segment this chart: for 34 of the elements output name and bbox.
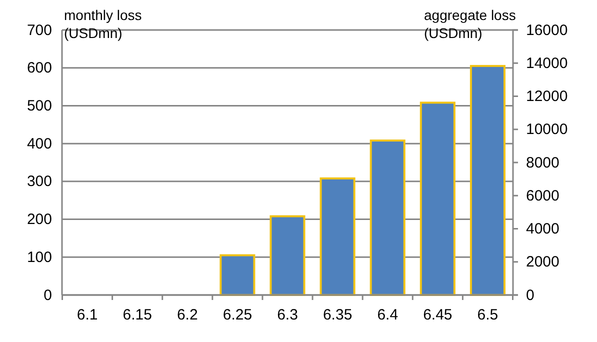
y2-tick-label: 8000 — [526, 154, 560, 172]
y2-tick-label: 6000 — [526, 187, 560, 204]
y2-tick-label: 10000 — [526, 121, 568, 138]
y-tick-label: 400 — [26, 135, 52, 152]
y-tick-label: 0 — [44, 286, 52, 304]
y-tick-label: 600 — [26, 60, 52, 77]
x-tick-label: 6.25 — [222, 306, 252, 324]
x-tick-label: 6.5 — [477, 306, 498, 324]
y2-tick-label: 2000 — [526, 254, 560, 271]
y2-tick-label: 16000 — [526, 22, 568, 39]
x-tick-label: 6.4 — [377, 306, 398, 324]
x-tick-label: 6.1 — [76, 306, 98, 324]
bar — [270, 215, 306, 296]
y-tick-label: 700 — [26, 22, 52, 39]
x-tick-label: 6.35 — [322, 306, 352, 324]
x-tick-label: 6.45 — [423, 306, 452, 324]
x-tick-label: 6.15 — [122, 306, 152, 324]
bar — [320, 177, 356, 296]
bar — [370, 140, 406, 296]
y2-tick-label: 4000 — [526, 220, 560, 238]
x-tick-label: 6.2 — [176, 306, 198, 324]
bar — [420, 102, 456, 296]
bar — [220, 254, 256, 296]
y-tick-label: 500 — [26, 98, 52, 115]
x-tick-label: 6.3 — [277, 306, 298, 324]
y-tick-label: 100 — [26, 248, 52, 266]
y2-tick-label: 14000 — [526, 54, 568, 72]
y-tick-label: 300 — [26, 173, 52, 190]
bar — [470, 64, 506, 296]
y2-axis-title: aggregate loss (USDmn) — [424, 7, 516, 41]
y2-tick-label: 0 — [526, 286, 534, 304]
y-tick-label: 200 — [26, 211, 52, 228]
y2-tick-label: 12000 — [526, 88, 568, 106]
y-axis-title: monthly loss (USDmn) — [64, 7, 142, 41]
